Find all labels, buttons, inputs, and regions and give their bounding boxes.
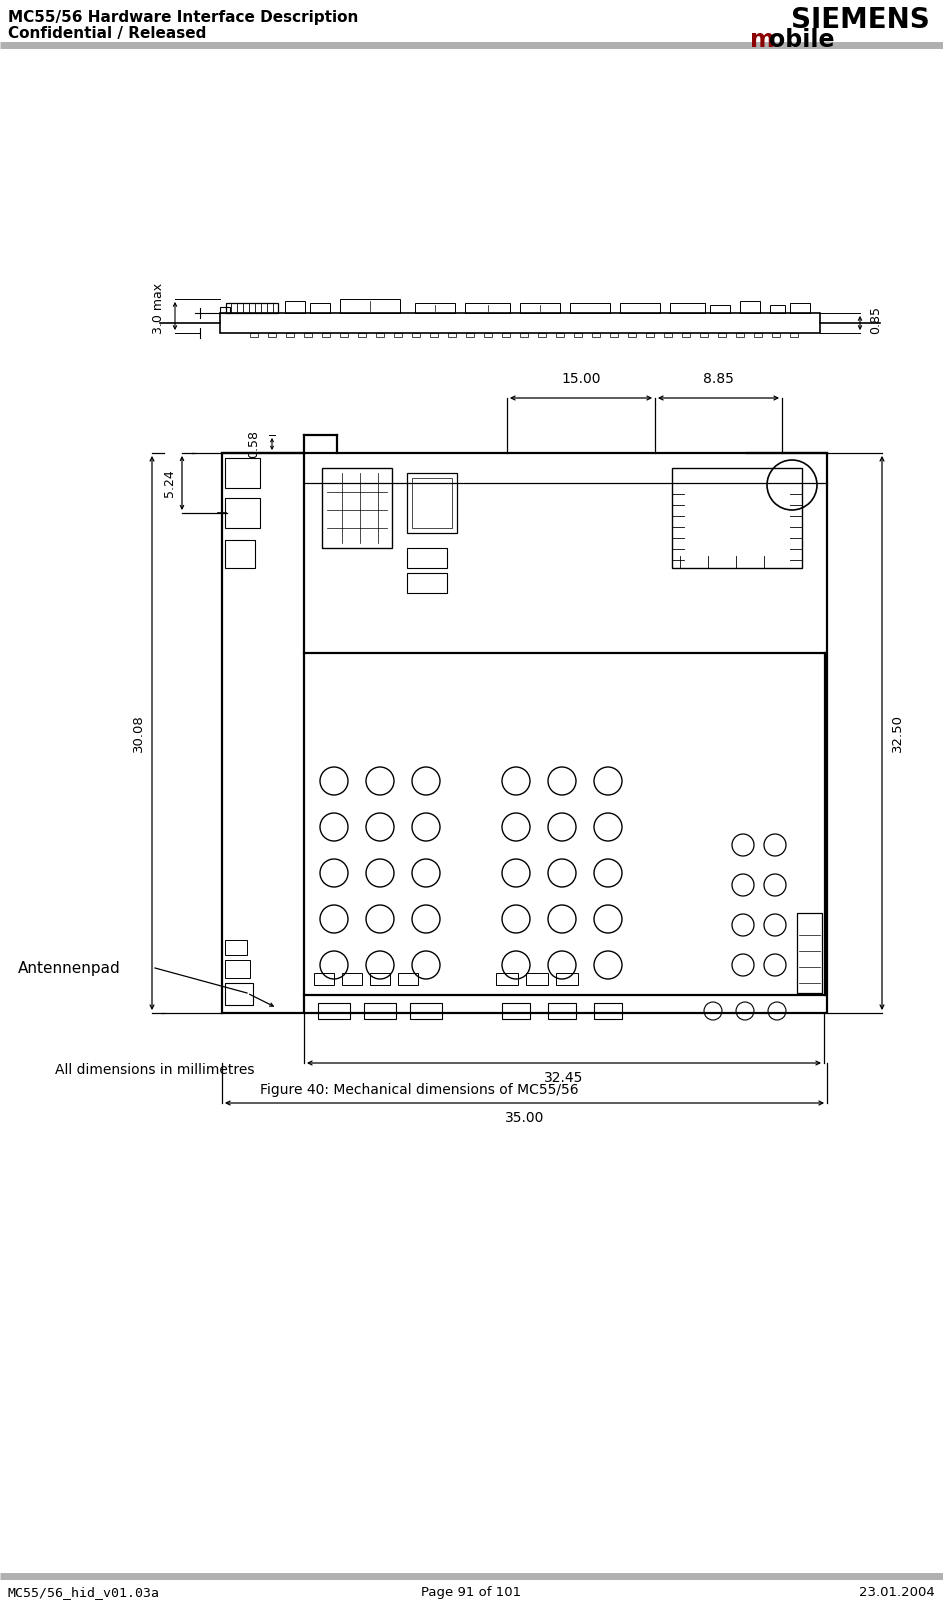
Bar: [225, 984, 253, 1005]
Bar: [407, 573, 447, 594]
Bar: [398, 972, 418, 985]
Bar: [314, 972, 334, 985]
Text: 32.50: 32.50: [890, 714, 903, 752]
Bar: [496, 972, 518, 985]
Bar: [502, 333, 510, 337]
Text: Antennenpad: Antennenpad: [18, 961, 121, 976]
Bar: [412, 333, 420, 337]
Text: SIEMENS: SIEMENS: [791, 6, 930, 34]
Bar: [285, 301, 305, 312]
Bar: [770, 306, 785, 312]
Bar: [754, 333, 762, 337]
Bar: [670, 303, 705, 312]
Bar: [628, 333, 636, 337]
Bar: [790, 303, 810, 312]
Bar: [415, 303, 455, 312]
Bar: [412, 477, 452, 527]
Bar: [538, 333, 546, 337]
Bar: [736, 333, 744, 337]
Bar: [556, 333, 564, 337]
Bar: [225, 540, 255, 568]
Bar: [664, 333, 672, 337]
Bar: [318, 1003, 350, 1019]
Bar: [548, 1003, 576, 1019]
Bar: [304, 333, 312, 337]
Bar: [250, 333, 258, 337]
Bar: [790, 333, 798, 337]
Bar: [407, 472, 457, 532]
Bar: [448, 333, 456, 337]
Bar: [225, 959, 250, 977]
Bar: [574, 333, 582, 337]
Bar: [526, 972, 548, 985]
Bar: [358, 333, 366, 337]
Bar: [220, 307, 230, 312]
Bar: [342, 972, 362, 985]
Bar: [466, 333, 474, 337]
Text: 15.00: 15.00: [561, 372, 601, 387]
Bar: [520, 333, 528, 337]
Bar: [286, 333, 294, 337]
Bar: [322, 333, 330, 337]
Bar: [740, 301, 760, 312]
Bar: [772, 333, 780, 337]
Text: 23.01.2004: 23.01.2004: [859, 1586, 935, 1599]
Bar: [394, 333, 402, 337]
Text: 3.0 max: 3.0 max: [153, 283, 166, 333]
Bar: [410, 1003, 442, 1019]
Text: 0.85: 0.85: [869, 306, 883, 333]
Bar: [710, 306, 730, 312]
Text: 8.85: 8.85: [703, 372, 734, 387]
Bar: [465, 303, 510, 312]
Bar: [225, 458, 260, 489]
Text: 35.00: 35.00: [505, 1112, 544, 1125]
Bar: [682, 333, 690, 337]
Bar: [370, 972, 390, 985]
Bar: [502, 1003, 530, 1019]
Bar: [520, 303, 560, 312]
Bar: [620, 303, 660, 312]
Bar: [364, 1003, 396, 1019]
Text: 5.24: 5.24: [162, 469, 175, 497]
Bar: [220, 312, 820, 333]
Bar: [407, 549, 447, 568]
Bar: [700, 333, 708, 337]
Bar: [222, 453, 827, 1013]
Bar: [592, 333, 600, 337]
Bar: [646, 333, 654, 337]
Bar: [268, 333, 276, 337]
Bar: [610, 333, 618, 337]
Bar: [797, 913, 822, 993]
Text: All dimensions in millimetres: All dimensions in millimetres: [55, 1063, 255, 1078]
Bar: [310, 303, 330, 312]
Bar: [570, 303, 610, 312]
Text: 30.08: 30.08: [131, 714, 144, 752]
Text: m: m: [750, 28, 775, 52]
Text: MC55/56_hid_v01.03a: MC55/56_hid_v01.03a: [8, 1586, 160, 1599]
Text: Figure 40: Mechanical dimensions of MC55/56: Figure 40: Mechanical dimensions of MC55…: [260, 1082, 579, 1097]
Text: Page 91 of 101: Page 91 of 101: [421, 1586, 521, 1599]
Text: 32.45: 32.45: [544, 1071, 584, 1086]
Bar: [556, 972, 578, 985]
Text: MC55/56 Hardware Interface Description: MC55/56 Hardware Interface Description: [8, 10, 358, 24]
Bar: [322, 468, 392, 549]
Bar: [225, 940, 247, 955]
Bar: [484, 333, 492, 337]
Bar: [718, 333, 726, 337]
Bar: [340, 299, 400, 312]
Text: 0.58: 0.58: [247, 430, 260, 458]
Bar: [225, 498, 260, 527]
Bar: [594, 1003, 622, 1019]
Bar: [340, 333, 348, 337]
Text: Confidential / Released: Confidential / Released: [8, 26, 207, 40]
Bar: [376, 333, 384, 337]
Bar: [672, 468, 802, 568]
Bar: [430, 333, 438, 337]
Text: obile: obile: [769, 28, 835, 52]
Bar: [226, 303, 278, 312]
